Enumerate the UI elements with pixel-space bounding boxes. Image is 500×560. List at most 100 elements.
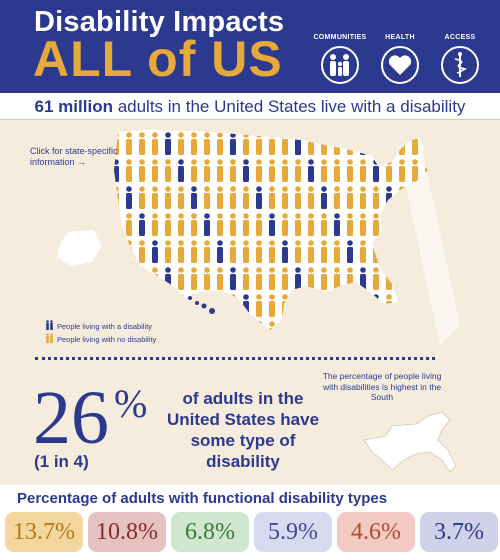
- person-no-disability: [256, 294, 262, 317]
- person-no-disability: [152, 159, 158, 182]
- person-no-disability: [295, 186, 301, 209]
- caduceus-icon: [441, 46, 479, 84]
- person-no-disability: [230, 294, 236, 317]
- person-no-disability: [178, 213, 184, 236]
- person-no-disability: [295, 159, 301, 182]
- person-disability: [139, 213, 145, 236]
- person-no-disability: [269, 186, 275, 209]
- person-no-disability: [126, 240, 132, 263]
- person-no-disability: [282, 294, 288, 317]
- person-disability: [386, 186, 392, 209]
- person-no-disability: [360, 240, 366, 263]
- person-no-disability: [399, 159, 405, 182]
- person-no-disability: [178, 240, 184, 263]
- person-no-disability: [152, 132, 158, 155]
- person-no-disability: [412, 294, 418, 317]
- communities-link[interactable]: COMMUNITIES: [305, 34, 375, 84]
- person-no-disability: [282, 321, 288, 330]
- title-line1: Disability Impacts: [34, 6, 285, 38]
- type-box-2[interactable]: 10.8%: [88, 512, 166, 552]
- person-disability: [347, 240, 353, 263]
- person-no-disability: [334, 321, 340, 330]
- person-no-disability: [113, 186, 119, 209]
- person-no-disability: [126, 159, 132, 182]
- person-no-disability: [165, 213, 171, 236]
- type-box-3[interactable]: 6.8%: [171, 512, 249, 552]
- person-no-disability: [217, 267, 223, 290]
- person-disability: [152, 240, 158, 263]
- person-no-disability: [230, 159, 236, 182]
- person-no-disability: [243, 132, 249, 155]
- person-disability: [165, 132, 171, 155]
- person-no-disability: [269, 267, 275, 290]
- person-no-disability: [412, 267, 418, 290]
- person-no-disability: [217, 186, 223, 209]
- types-section: [0, 485, 500, 560]
- type-box-6[interactable]: 3.7%: [420, 512, 498, 552]
- person-no-disability: [152, 267, 158, 290]
- person-no-disability: [308, 267, 314, 290]
- person-no-disability: [399, 240, 405, 263]
- subheader-rest: adults in the United States live with a …: [112, 97, 466, 116]
- us-map[interactable]: [0, 120, 500, 355]
- person-no-disability: [217, 132, 223, 155]
- type-box-1[interactable]: 13.7%: [5, 512, 83, 552]
- type-box-4[interactable]: 5.9%: [254, 512, 332, 552]
- person-no-disability: [139, 294, 145, 317]
- person-disability: [191, 321, 197, 330]
- types-title: Percentage of adults with functional dis…: [17, 490, 388, 507]
- person-no-disability: [217, 159, 223, 182]
- person-no-disability: [165, 186, 171, 209]
- person-no-disability: [386, 240, 392, 263]
- click-note[interactable]: Click for state-specific information →: [30, 146, 118, 167]
- person-disability: [113, 294, 119, 317]
- person-disability: [178, 159, 184, 182]
- health-label: HEALTH: [385, 34, 415, 41]
- person-no-disability: [152, 294, 158, 317]
- person-disability: [412, 240, 418, 263]
- person-no-disability: [386, 213, 392, 236]
- person-no-disability: [399, 132, 405, 155]
- legend-no-disability-label: People living with no disability: [57, 334, 157, 344]
- health-link[interactable]: HEALTH: [365, 34, 435, 84]
- person-no-disability: [295, 321, 301, 330]
- person-no-disability: [165, 159, 171, 182]
- person-no-disability: [386, 132, 392, 155]
- person-no-disability: [152, 213, 158, 236]
- person-no-disability: [269, 159, 275, 182]
- person-no-disability: [399, 321, 405, 330]
- person-disability: [360, 132, 366, 155]
- person-no-disability: [282, 213, 288, 236]
- person-no-disability: [399, 267, 405, 290]
- person-no-disability: [321, 159, 327, 182]
- person-no-disability: [334, 294, 340, 317]
- person-disability: [126, 186, 132, 209]
- person-no-disability: [308, 132, 314, 155]
- legend-disability-label: People living with a disability: [57, 321, 153, 331]
- person-no-disability: [360, 294, 366, 317]
- person-no-disability: [321, 132, 327, 155]
- person-no-disability: [139, 267, 145, 290]
- person-no-disability: [373, 213, 379, 236]
- person-no-disability: [269, 240, 275, 263]
- person-no-disability: [308, 186, 314, 209]
- person-disability: [308, 294, 314, 317]
- person-disability: [230, 132, 236, 155]
- person-no-disability: [334, 240, 340, 263]
- person-no-disability: [347, 186, 353, 209]
- person-disability: [295, 267, 301, 290]
- person-disability: [191, 186, 197, 209]
- person-gold-icon: [45, 333, 54, 345]
- person-no-disability: [139, 159, 145, 182]
- person-no-disability: [217, 321, 223, 330]
- person-no-disability: [412, 132, 418, 155]
- type-box-5[interactable]: 4.6%: [337, 512, 415, 552]
- person-no-disability: [204, 240, 210, 263]
- person-no-disability: [282, 267, 288, 290]
- access-link[interactable]: ACCESS: [425, 34, 495, 84]
- person-no-disability: [308, 213, 314, 236]
- person-no-disability: [295, 294, 301, 317]
- access-label: ACCESS: [444, 34, 476, 41]
- south-region-map[interactable]: [358, 400, 468, 475]
- person-disability: [295, 132, 301, 155]
